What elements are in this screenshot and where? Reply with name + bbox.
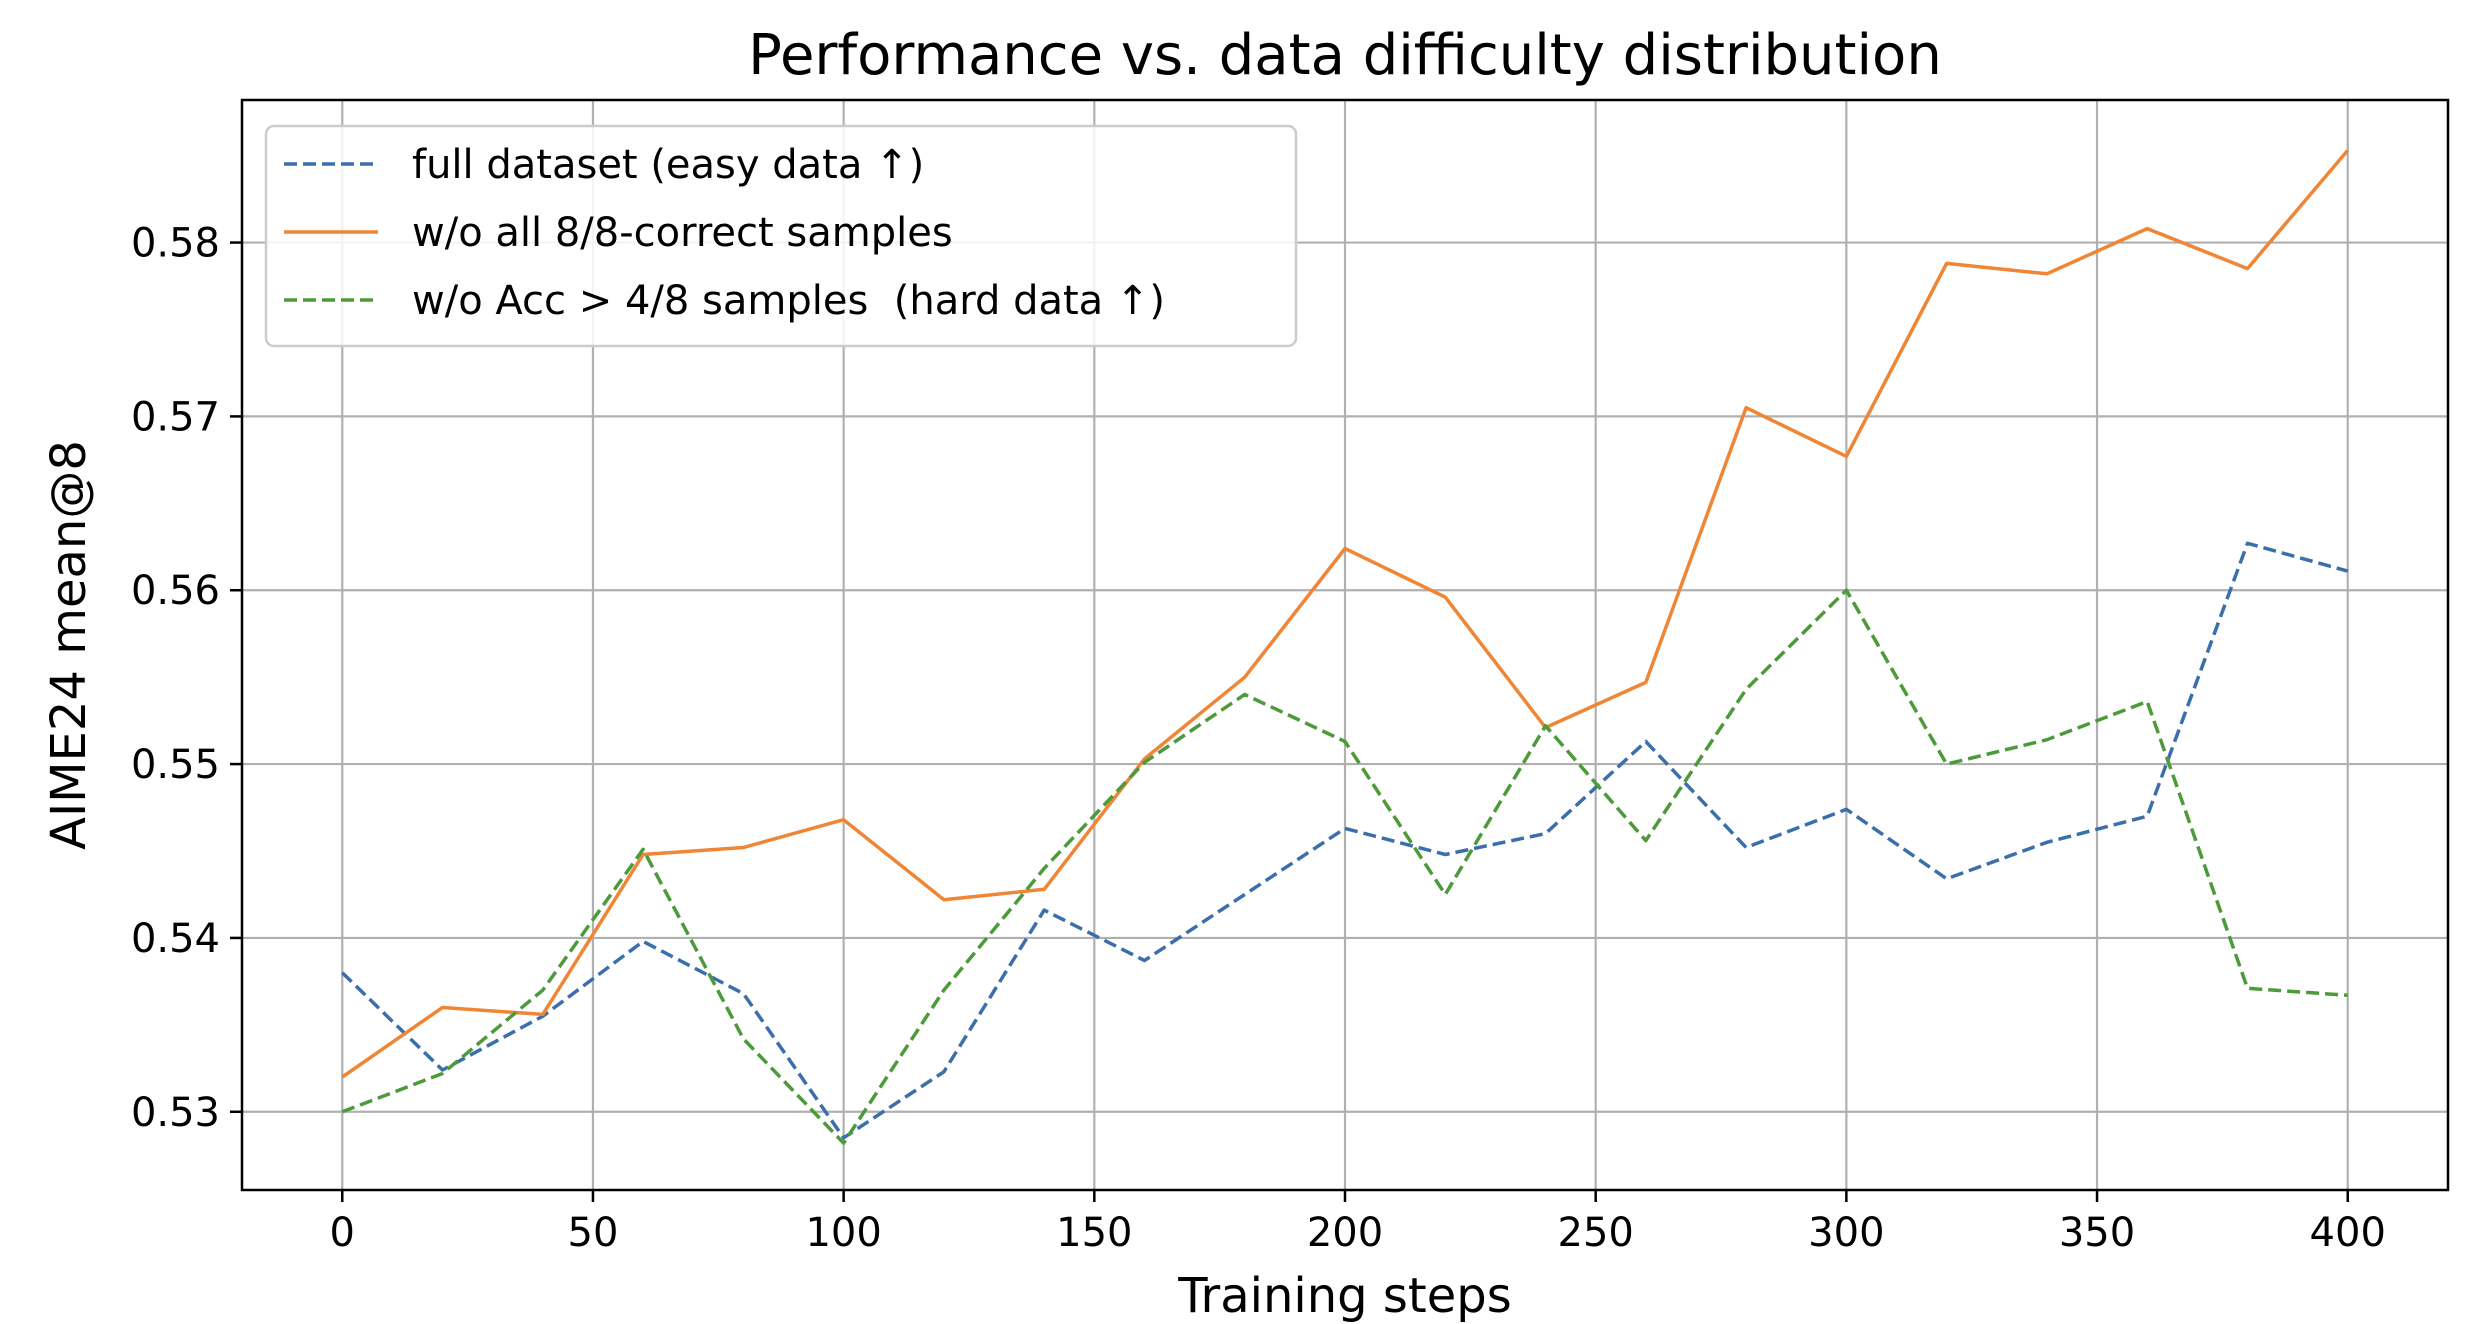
y-tick-label: 0.55 xyxy=(131,742,220,788)
x-tick-label: 50 xyxy=(568,1210,619,1256)
y-axis: 0.53 0.54 0.55 0.56 0.57 0.58 xyxy=(131,221,242,1136)
legend: full dataset (easy data ↑) w/o all 8/8-c… xyxy=(264,124,1298,348)
y-tick-label: 0.54 xyxy=(131,916,220,962)
x-tick-label: 100 xyxy=(805,1210,881,1256)
x-tick-label: 150 xyxy=(1056,1210,1132,1256)
y-tick-label: 0.53 xyxy=(131,1090,220,1136)
legend-label: full dataset (easy data ↑) xyxy=(412,142,924,188)
y-tick-label: 0.58 xyxy=(131,221,220,267)
legend-box xyxy=(264,124,1298,348)
x-tick-label: 250 xyxy=(1558,1210,1634,1256)
x-tick-label: 400 xyxy=(2310,1210,2386,1256)
series-line xyxy=(341,541,2349,1140)
legend-label: w/o Acc > 4/8 samples (hard data ↑) xyxy=(412,278,1165,324)
x-axis: 0 50 100 150 200 250 300 350 400 xyxy=(330,1190,2386,1256)
legend-entry: full dataset (easy data ↑) xyxy=(284,142,924,188)
x-tick-label: 350 xyxy=(2059,1210,2135,1256)
legend-entry: w/o all 8/8-correct samples xyxy=(284,210,953,256)
x-tick-label: 300 xyxy=(1808,1210,1884,1256)
chart-title: Performance vs. data difficulty distribu… xyxy=(748,23,1942,88)
y-tick-label: 0.57 xyxy=(131,394,220,440)
series-line xyxy=(341,588,2348,1145)
y-tick-label: 0.56 xyxy=(131,568,220,614)
x-tick-label: 200 xyxy=(1307,1210,1383,1256)
y-axis-label: AIME24 mean@8 xyxy=(41,440,97,850)
legend-entry: w/o Acc > 4/8 samples (hard data ↑) xyxy=(284,278,1165,324)
series-line xyxy=(341,149,2350,1079)
legend-label: w/o all 8/8-correct samples xyxy=(412,210,953,256)
x-tick-label: 0 xyxy=(330,1210,355,1256)
x-axis-label: Training steps xyxy=(1177,1268,1512,1324)
series-lines xyxy=(341,149,2350,1145)
